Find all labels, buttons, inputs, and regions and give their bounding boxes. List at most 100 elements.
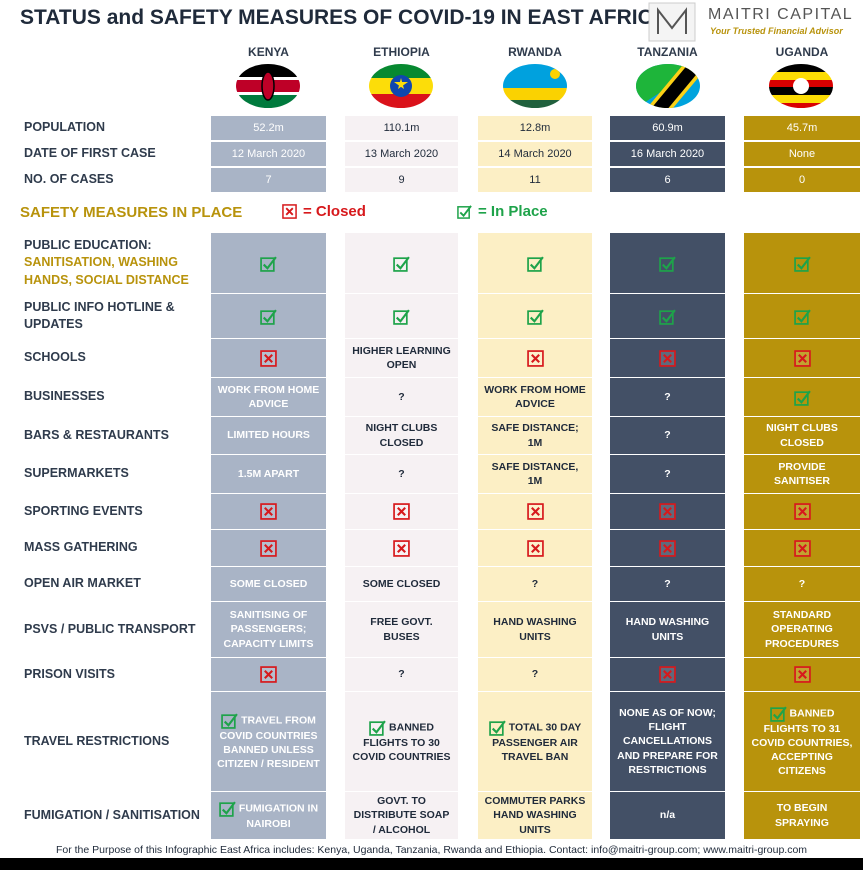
cell-text: COMMUTER PARKS HAND WASHING UNITS [484, 795, 586, 836]
country-name: TANZANIA [637, 45, 698, 59]
country-name: ETHIOPIA [373, 45, 430, 59]
cell-text: HAND WASHING UNITS [493, 616, 577, 643]
cell-text: LIMITED HOURS [227, 429, 310, 442]
row-label-text: SCHOOLS [24, 350, 86, 365]
in-place-icon [260, 308, 277, 325]
row-label: PUBLIC INFO HOTLINE & UPDATES [24, 294, 204, 338]
measure-cell [345, 494, 458, 529]
cell-text: WORK FROM HOME ADVICE [217, 383, 320, 410]
flags [236, 64, 833, 108]
cell-content: TOTAL 30 DAY PASSENGER AIR TRAVEL BAN [484, 719, 586, 764]
section-title: SAFETY MEASURES IN PLACE [20, 204, 243, 221]
measure-cell: ? [345, 378, 458, 416]
row-label: DATE OF FIRST CASE [24, 146, 156, 161]
measure-cell: HAND WASHING UNITS [478, 602, 592, 657]
measure-cell [211, 530, 326, 566]
measure-cell [478, 530, 592, 566]
row-label: TRAVEL RESTRICTIONS [24, 692, 204, 791]
country-name: RWANDA [508, 45, 562, 59]
closed-icon [793, 503, 811, 520]
cell-text: FREE GOVT. BUSES [370, 616, 433, 643]
cell-text: TO BEGIN SPRAYING [775, 802, 829, 829]
stat-cell: 12 March 2020 [211, 142, 326, 166]
measure-cell: ? [478, 567, 592, 601]
row-label: PUBLIC EDUCATION: SANITISATION, WASHING H… [24, 233, 204, 293]
cell-text: SAFE DISTANCE; 1M [491, 422, 579, 449]
legend-in-place: = In Place [457, 203, 548, 220]
legend-in-place-label: = In Place [478, 203, 548, 220]
measure-cell: TOTAL 30 DAY PASSENGER AIR TRAVEL BAN [478, 692, 592, 791]
row-label: OPEN AIR MARKET [24, 567, 204, 601]
in-place-icon [526, 255, 544, 272]
cell-text: BANNED FLIGHTS TO 31 COVID COUNTRIES, AC… [751, 706, 853, 778]
measure-cell: ? [610, 567, 725, 601]
cell-text: ? [531, 668, 539, 681]
measure-cell: SAFE DISTANCE; 1M [478, 417, 592, 454]
cell-text: PROVIDE SANITISER [773, 460, 830, 487]
cell-content: BANNED FLIGHTS TO 31 COVID COUNTRIES, AC… [750, 705, 854, 779]
cell-text: GOVT. TO DISTRIBUTE SOAP / ALCOHOL [353, 795, 450, 836]
cell-text: NIGHT CLUBS CLOSED [766, 422, 838, 449]
measure-cell: NONE AS OF NOW; FLIGHT CANCELLATIONS AND… [610, 692, 725, 791]
measure-cell [478, 233, 592, 293]
in-place-icon [393, 255, 410, 272]
brand: MAITRI CAPITAL [708, 6, 854, 23]
closed-icon [260, 503, 277, 520]
cell-content: TRAVEL FROM COVID COUNTRIES BANNED UNLES… [217, 712, 320, 772]
row-label-text: BARS & RESTAURANTS [24, 427, 169, 442]
row-label: MASS GATHERING [24, 530, 204, 566]
cell-text: HAND WASHING UNITS [625, 616, 710, 643]
row-label: SCHOOLS [24, 339, 204, 377]
cell-text: HIGHER LEARNING OPEN [352, 344, 451, 371]
flag-tanzania [636, 64, 700, 108]
measure-cell [610, 339, 725, 377]
row-label: BUSINESSES [24, 378, 204, 416]
closed-icon [393, 503, 410, 520]
stat-cell: 52.2m [211, 116, 326, 140]
row-label: PRISON VISITS [24, 658, 204, 691]
measure-cell [744, 658, 860, 691]
row-label: FUMIGATION / SANITISATION [24, 792, 204, 839]
measure-cell: ? [744, 567, 860, 601]
in-place-icon [659, 255, 676, 272]
flag-ethiopia [369, 64, 433, 108]
cell-text: n/a [659, 809, 676, 822]
closed-icon [393, 539, 410, 557]
measure-cell: WORK FROM HOME ADVICE [211, 378, 326, 416]
in-place-icon [221, 713, 238, 729]
measure-cell [211, 233, 326, 293]
cell-text: ? [798, 577, 806, 590]
measure-cell: SAFE DISTANCE, 1M [478, 455, 592, 493]
legend-closed: = Closed [282, 203, 366, 220]
measure-cell [478, 494, 592, 529]
cell-text: ? [664, 390, 671, 403]
row-label-text: PUBLIC INFO HOTLINE & UPDATES [24, 299, 175, 332]
measure-cell: BANNED FLIGHTS TO 30 COVID COUNTRIES [345, 692, 458, 791]
in-place-icon [488, 720, 506, 736]
measure-cell [478, 294, 592, 338]
measure-cell: SOME CLOSED [345, 567, 458, 601]
cell-text: SANITISING OF PASSENGERS; CAPACITY LIMIT… [223, 609, 314, 650]
cell-text: TRAVEL FROM COVID COUNTRIES BANNED UNLES… [217, 714, 320, 771]
measure-cell [610, 530, 725, 566]
in-place-icon [219, 801, 236, 817]
closed-icon [659, 349, 676, 367]
measure-cell [610, 658, 725, 691]
cell-text: ? [398, 467, 405, 480]
in-place-icon [457, 205, 472, 219]
cell-content: BANNED FLIGHTS TO 30 COVID COUNTRIES [351, 719, 452, 764]
flag-rwanda [503, 64, 567, 108]
measure-cell: 1.5M APART [211, 455, 326, 493]
stat-cell: 12.8m [478, 116, 592, 140]
closed-icon [526, 349, 544, 367]
measure-cell: FUMIGATION IN NAIROBI [211, 792, 326, 839]
measure-cell: NIGHT CLUBS CLOSED [345, 417, 458, 454]
bottom-bar [0, 858, 863, 870]
stat-cell: None [744, 142, 860, 166]
measure-cell: ? [478, 658, 592, 691]
measure-cell: HIGHER LEARNING OPEN [345, 339, 458, 377]
row-label-text: SPORTING EVENTS [24, 503, 143, 518]
stat-cell: 16 March 2020 [610, 142, 725, 166]
row-label: POPULATION [24, 120, 106, 135]
